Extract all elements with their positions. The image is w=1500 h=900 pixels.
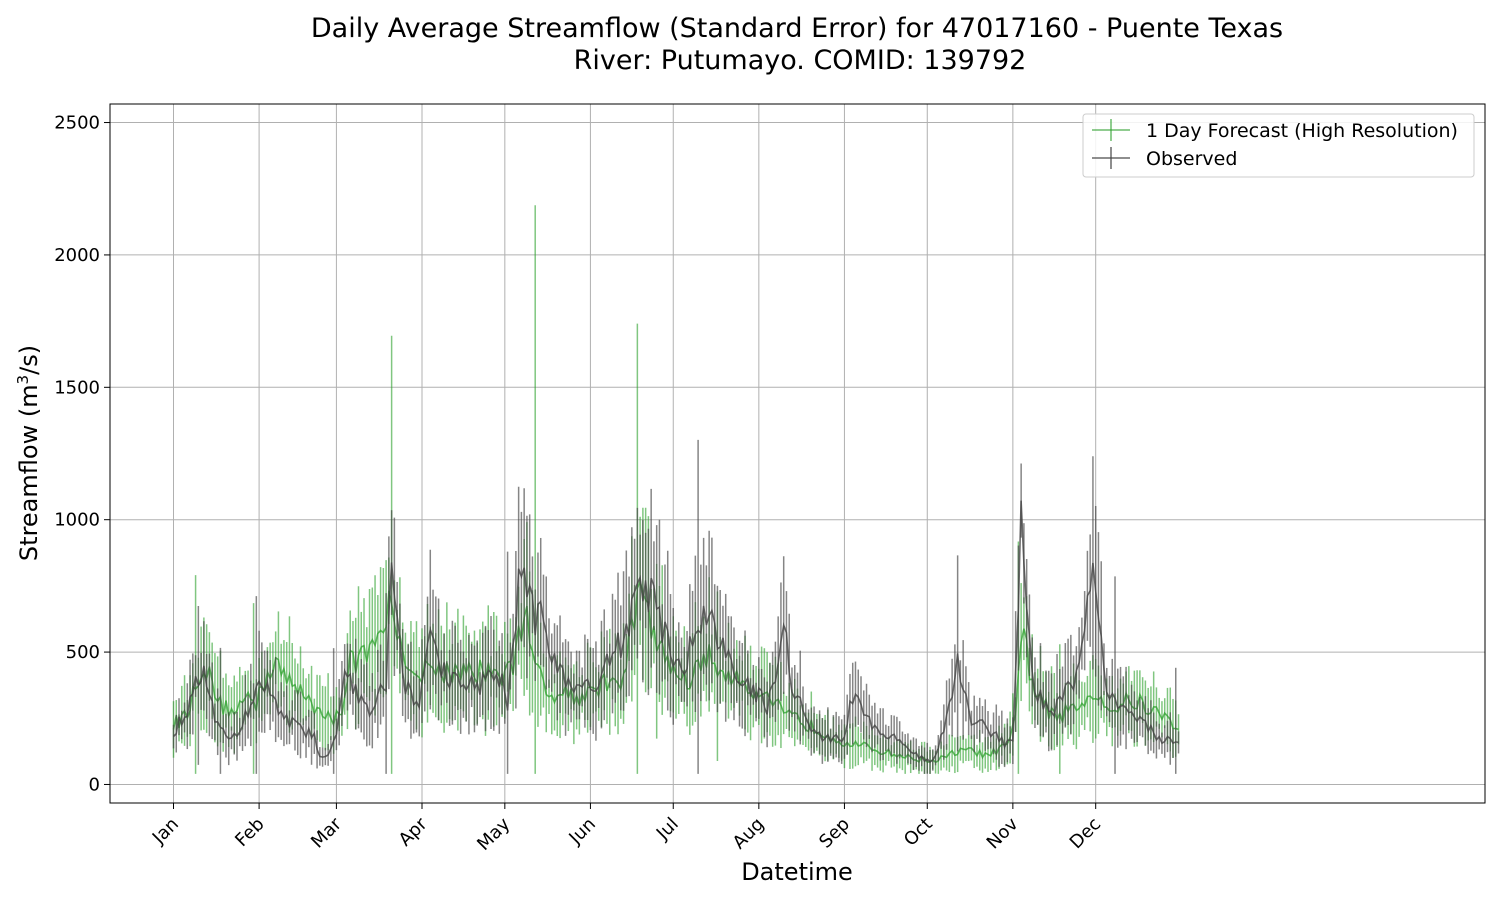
- legend: 1 Day Forecast (High Resolution) Observe…: [1082, 113, 1475, 178]
- plot-frame: [109, 103, 1486, 804]
- series-line: [172, 500, 1179, 764]
- chart-title-line-2: River: Putumayo. COMID: 139792: [574, 45, 1027, 76]
- legend-forecast-label: 1 Day Forecast (High Resolution): [1146, 120, 1458, 142]
- y-axis-label: Streamflow (m3/s): [14, 345, 43, 561]
- legend-observed-label: Observed: [1146, 148, 1237, 170]
- series-1: [172, 439, 1180, 774]
- y-axis-label-main: Streamflow (m: [15, 384, 43, 561]
- y-tick-label: 2500: [54, 113, 100, 134]
- legend-box: [1082, 113, 1475, 178]
- chart-title-line-1: Daily Average Streamflow (Standard Error…: [311, 13, 1283, 44]
- y-axis-label-end: /s): [15, 345, 43, 375]
- x-axis-label: Datetime: [741, 858, 853, 886]
- y-tick-label: 500: [66, 642, 100, 663]
- y-tick-label: 1500: [54, 377, 100, 398]
- y-tick-label: 2000: [54, 245, 100, 266]
- y-axis-label-superscript: 3: [14, 375, 32, 385]
- y-tick-label: 0: [89, 774, 100, 795]
- y-tick-label: 1000: [54, 510, 100, 531]
- series-layer: [172, 205, 1180, 774]
- y-axis: 0 500 1000 1500 2000 2500: [54, 113, 110, 795]
